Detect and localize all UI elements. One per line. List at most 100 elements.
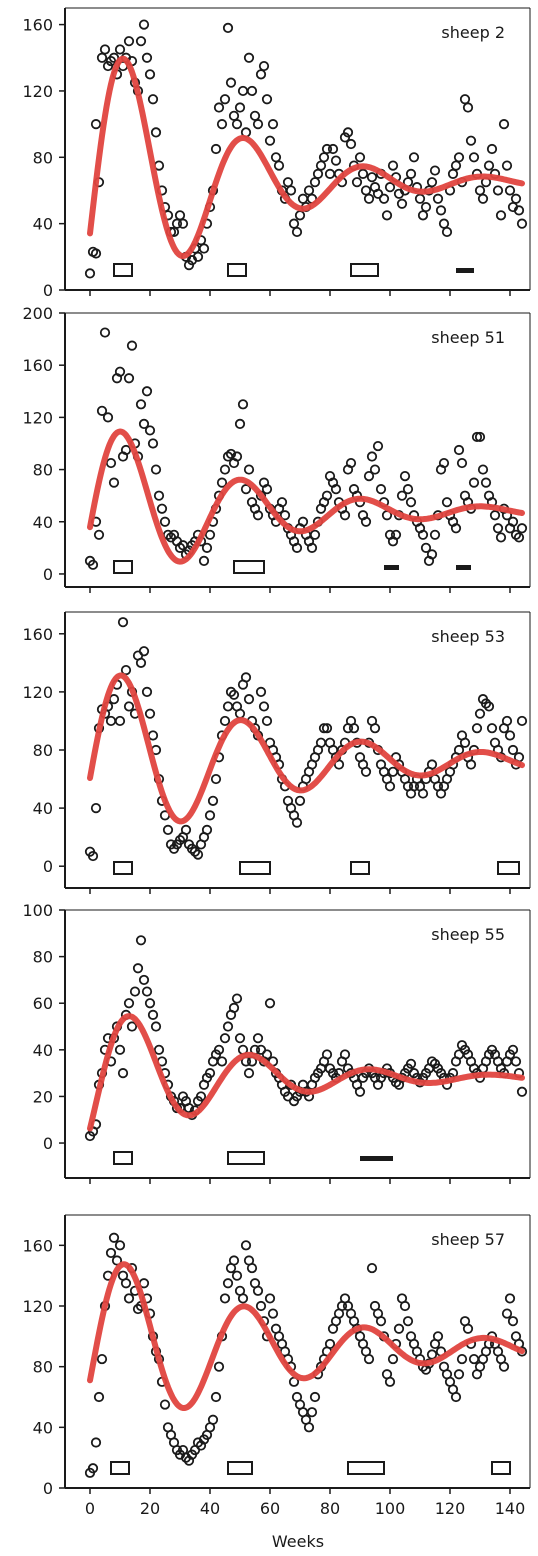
data-point bbox=[309, 1391, 321, 1403]
data-point bbox=[246, 85, 258, 97]
data-point bbox=[354, 152, 366, 163]
data-point bbox=[174, 210, 186, 221]
data-point bbox=[234, 708, 246, 719]
data-point bbox=[306, 542, 318, 553]
data-point bbox=[417, 529, 429, 540]
data-point bbox=[288, 218, 300, 229]
data-point bbox=[492, 185, 504, 196]
data-point bbox=[372, 188, 384, 199]
data-point bbox=[213, 1044, 225, 1055]
data-point bbox=[453, 1369, 465, 1380]
data-point bbox=[459, 737, 471, 748]
data-point bbox=[231, 451, 243, 462]
data-point bbox=[441, 226, 453, 238]
x-tick-label: 100 bbox=[375, 1499, 406, 1518]
data-point bbox=[219, 1293, 231, 1304]
y-tick-label: 0 bbox=[43, 1479, 53, 1498]
data-point bbox=[420, 542, 432, 553]
data-point bbox=[321, 490, 333, 501]
data-point bbox=[87, 850, 99, 862]
y-tick-label: 100 bbox=[22, 901, 53, 920]
data-point bbox=[456, 457, 468, 469]
data-point bbox=[273, 160, 285, 171]
y-tick-label: 200 bbox=[22, 304, 53, 323]
data-point bbox=[180, 824, 192, 835]
data-point bbox=[387, 766, 399, 777]
data-point bbox=[291, 226, 303, 238]
data-point bbox=[141, 52, 153, 63]
data-point bbox=[408, 152, 420, 163]
y-tick-label: 60 bbox=[33, 994, 53, 1013]
data-point bbox=[303, 1422, 315, 1433]
period-bar-open bbox=[227, 1461, 253, 1475]
data-point bbox=[291, 817, 303, 828]
panel-label: sheep 55 bbox=[431, 925, 505, 944]
data-point bbox=[264, 998, 276, 1009]
data-point bbox=[84, 268, 96, 279]
data-point bbox=[468, 477, 480, 488]
data-point bbox=[405, 1058, 417, 1069]
data-point bbox=[207, 795, 219, 806]
data-point bbox=[381, 210, 393, 221]
panel-label: sheep 57 bbox=[431, 1230, 505, 1249]
x-axis-label: Weeks bbox=[272, 1532, 324, 1551]
data-point bbox=[453, 744, 465, 756]
data-point bbox=[279, 510, 291, 521]
period-bar-open bbox=[239, 861, 271, 875]
data-point bbox=[399, 1300, 411, 1312]
data-point bbox=[144, 425, 156, 436]
data-point bbox=[447, 168, 459, 179]
data-point bbox=[87, 559, 99, 570]
data-point bbox=[255, 69, 267, 80]
data-point bbox=[270, 152, 282, 163]
y-tick-label: 80 bbox=[33, 948, 53, 967]
y-tick-label: 160 bbox=[22, 16, 53, 35]
data-point bbox=[141, 386, 153, 397]
data-point bbox=[90, 248, 102, 259]
data-point bbox=[339, 510, 351, 521]
period-bar-open bbox=[350, 263, 379, 277]
data-point bbox=[417, 210, 429, 221]
panel-label: sheep 2 bbox=[441, 23, 505, 42]
data-point bbox=[120, 1278, 132, 1289]
y-tick-label: 120 bbox=[22, 683, 53, 702]
observation-points bbox=[84, 1232, 528, 1478]
data-point bbox=[315, 160, 327, 171]
data-point bbox=[132, 1303, 144, 1315]
data-point bbox=[486, 143, 498, 155]
data-point bbox=[108, 477, 120, 488]
data-point bbox=[321, 723, 333, 734]
data-point bbox=[210, 1391, 222, 1403]
data-point bbox=[384, 1376, 396, 1387]
data-point bbox=[105, 1247, 117, 1259]
data-point bbox=[489, 510, 501, 521]
data-point bbox=[249, 110, 261, 121]
data-point bbox=[114, 715, 126, 727]
data-point bbox=[495, 532, 507, 543]
data-point bbox=[102, 412, 114, 423]
data-point bbox=[240, 1240, 252, 1251]
data-point bbox=[237, 399, 249, 410]
data-point bbox=[303, 185, 315, 196]
data-point bbox=[219, 94, 231, 105]
data-point bbox=[498, 119, 510, 130]
period-bar-open bbox=[233, 560, 265, 574]
data-point bbox=[135, 935, 147, 946]
data-point bbox=[102, 60, 114, 72]
data-point bbox=[387, 1353, 399, 1365]
data-point bbox=[438, 457, 450, 469]
data-point bbox=[258, 701, 270, 712]
data-point bbox=[483, 701, 495, 712]
data-point bbox=[261, 1049, 273, 1060]
data-point bbox=[405, 168, 417, 179]
period-bar-open bbox=[113, 560, 133, 574]
data-point bbox=[399, 470, 411, 482]
period-bar-open bbox=[113, 1151, 133, 1165]
data-point bbox=[474, 708, 486, 719]
data-point bbox=[294, 210, 306, 221]
data-point bbox=[135, 399, 147, 410]
data-point bbox=[405, 497, 417, 508]
data-point bbox=[243, 694, 255, 705]
